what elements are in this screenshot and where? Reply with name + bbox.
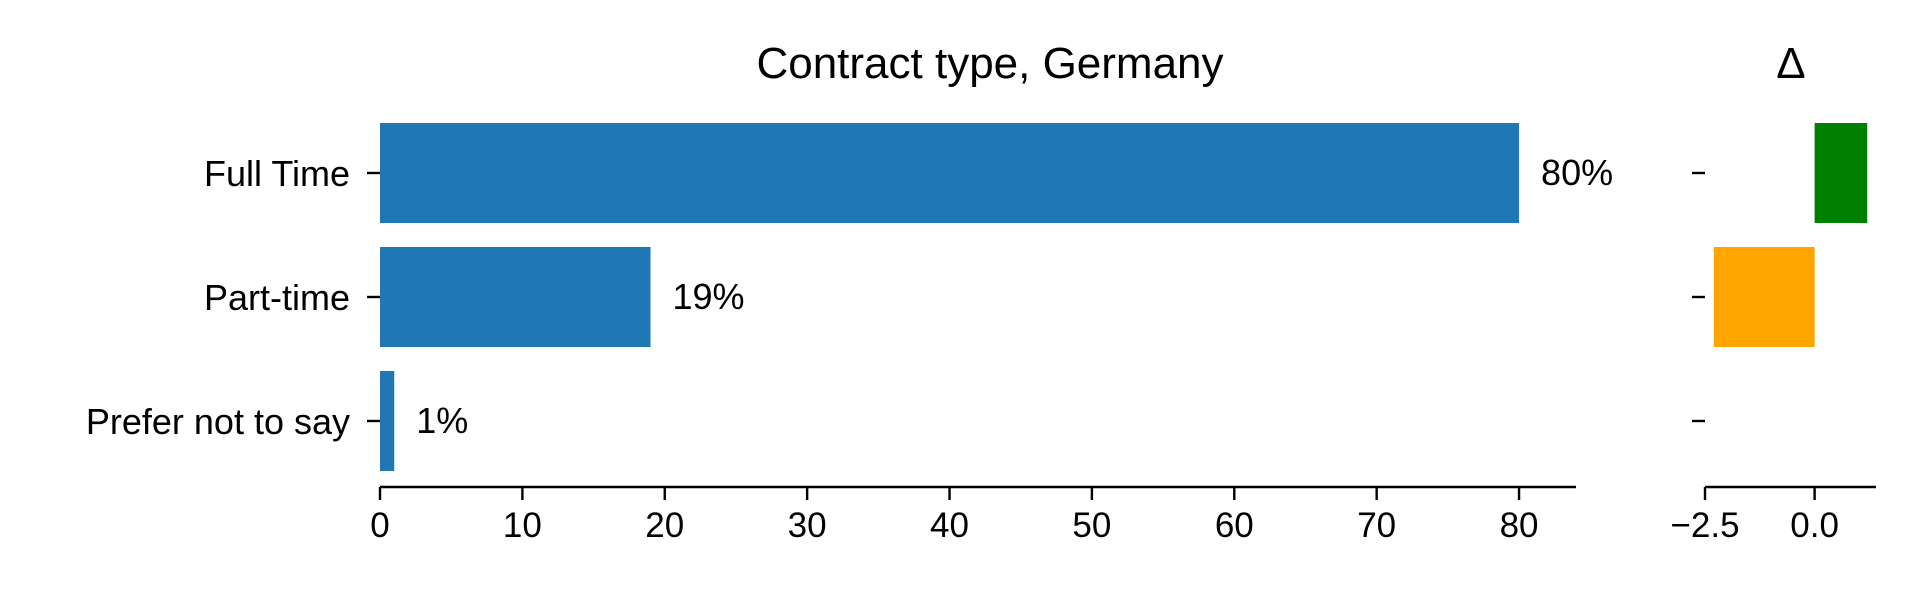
ytick-label-part-time: Part-time <box>204 277 350 318</box>
main-chart-title: Contract type, Germany <box>756 39 1223 88</box>
main-xtick-label-50: 50 <box>1072 506 1111 545</box>
main-xtick-label-80: 80 <box>1500 506 1539 545</box>
main-xtick-label-60: 60 <box>1215 506 1254 545</box>
main-xtick-label-30: 30 <box>788 506 827 545</box>
value-label-part-time: 19% <box>673 276 745 317</box>
value-label-prefer-not-to-say: 1% <box>416 400 468 441</box>
ytick-label-full-time: Full Time <box>204 153 350 194</box>
delta-xtick-label-0: −2.5 <box>1670 506 1739 545</box>
value-label-full-time: 80% <box>1541 152 1613 193</box>
ytick-label-prefer-not-to-say: Prefer not to say <box>86 401 350 442</box>
main-xtick-label-10: 10 <box>503 506 542 545</box>
main-xtick-label-20: 20 <box>645 506 684 545</box>
bar-full-time <box>380 123 1520 223</box>
delta-bar-part-time <box>1713 247 1815 347</box>
bar-prefer-not-to-say <box>380 371 395 471</box>
bar-part-time <box>380 247 651 347</box>
delta-bar-full-time <box>1814 123 1868 223</box>
main-xtick-label-40: 40 <box>930 506 969 545</box>
delta-chart-title: Δ <box>1776 39 1805 88</box>
main-xtick-label-0: 0 <box>370 506 389 545</box>
main-xtick-label-70: 70 <box>1357 506 1396 545</box>
delta-xtick-label-1: 0.0 <box>1790 506 1839 545</box>
